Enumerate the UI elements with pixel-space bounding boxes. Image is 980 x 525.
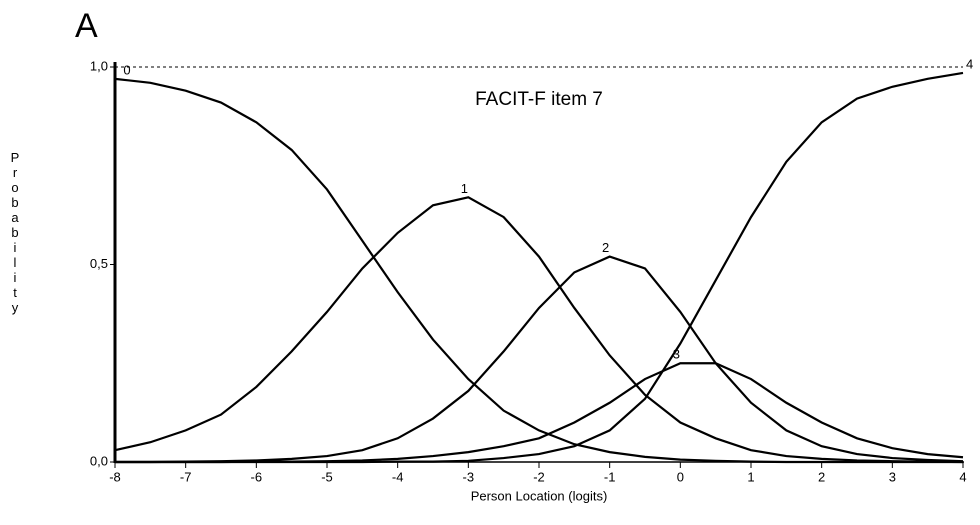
series-label: 1: [461, 181, 468, 196]
chart-title: FACIT-F item 7: [475, 89, 603, 110]
y-tick-label: 0,5: [90, 256, 108, 271]
x-tick-label: 2: [818, 469, 825, 484]
panel-label: A: [75, 7, 98, 45]
series-label: 2: [602, 240, 609, 255]
series-label: 0: [123, 62, 130, 77]
y-tick-label: 1,0: [90, 58, 108, 73]
series-label: 4: [966, 56, 973, 71]
x-tick-label: -2: [533, 469, 545, 484]
x-tick-label: -8: [109, 469, 121, 484]
x-tick-label: -6: [251, 469, 263, 484]
x-tick-label: -7: [180, 469, 192, 484]
x-axis-label: Person Location (logits): [471, 488, 608, 503]
series-line: [115, 255, 964, 464]
x-tick-label: 1: [747, 469, 754, 484]
x-tick-label: -1: [604, 469, 616, 484]
y-tick-label: 0,0: [90, 453, 108, 468]
y-axis-label: Probability: [8, 150, 23, 315]
x-tick-label: -3: [463, 469, 475, 484]
x-tick-label: 0: [677, 469, 684, 484]
series-line: [115, 362, 964, 464]
x-tick-label: -4: [392, 469, 404, 484]
x-tick-label: 4: [959, 469, 966, 484]
x-tick-label: -5: [321, 469, 333, 484]
series-line: [114, 77, 963, 464]
series-label: 3: [673, 347, 680, 362]
series-line: [115, 71, 964, 464]
x-tick-label: 3: [889, 469, 896, 484]
series-line: [114, 196, 964, 464]
